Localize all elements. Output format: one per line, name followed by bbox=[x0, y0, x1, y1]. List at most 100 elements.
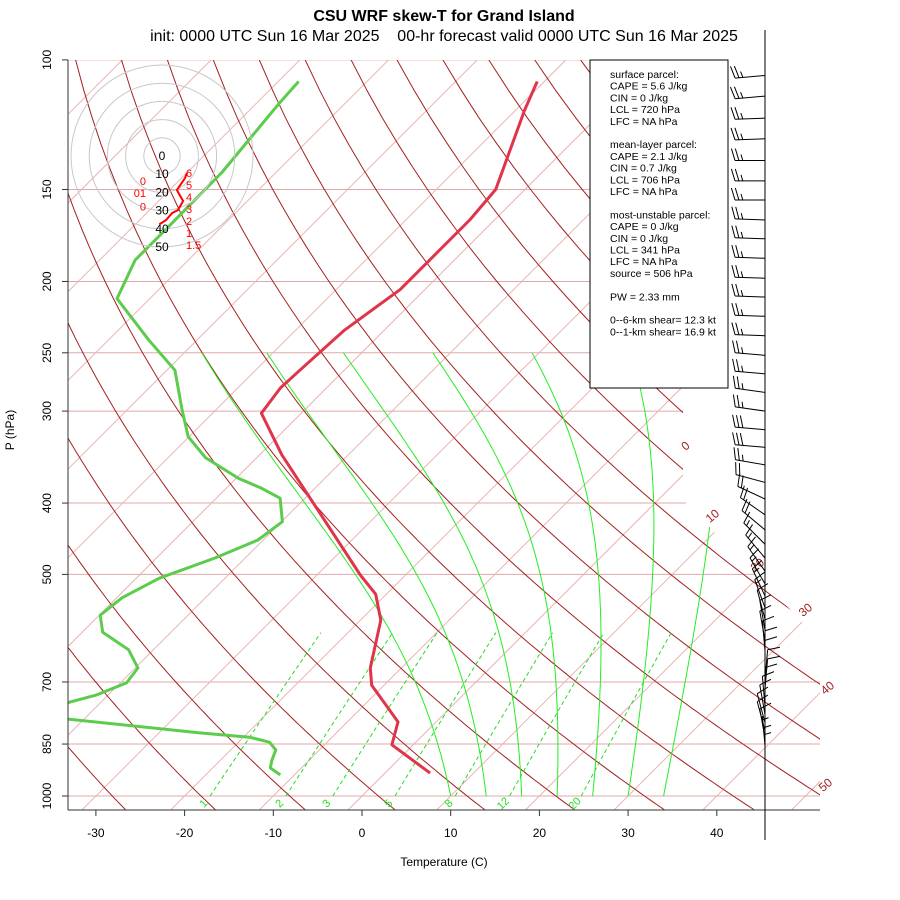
parcel-info-line: LFC = NA hPa bbox=[610, 186, 678, 198]
wind-barb-staff bbox=[735, 295, 766, 298]
dry-adiabat-line bbox=[350, 60, 820, 810]
dry-adiabat-line bbox=[166, 60, 820, 810]
hodograph-point-label: 5 bbox=[186, 180, 192, 192]
wind-barb bbox=[731, 322, 766, 337]
isotherm-line bbox=[68, 60, 655, 810]
x-axis-label: Temperature (C) bbox=[400, 855, 487, 869]
dry-adiabat-line bbox=[68, 60, 128, 810]
isotherm-line bbox=[612, 60, 820, 810]
isotherm-line bbox=[68, 60, 389, 810]
wind-barb-staff bbox=[735, 387, 766, 393]
wind-barb bbox=[730, 127, 766, 141]
dry-adiabat-line bbox=[68, 60, 218, 810]
dry-adiabat-line bbox=[68, 60, 308, 810]
wind-barb-feather bbox=[735, 359, 740, 372]
mixing-ratio-label: 8 bbox=[443, 797, 456, 810]
isotherm-label: 10 bbox=[703, 506, 722, 526]
y-tick-label: 250 bbox=[40, 342, 54, 362]
wind-barb-feather bbox=[731, 225, 736, 238]
y-tick-label: 500 bbox=[40, 564, 54, 584]
parcel-info-line: most-unstable parcel: bbox=[610, 209, 710, 221]
wind-barb bbox=[732, 340, 766, 356]
wind-barb-feather bbox=[737, 447, 740, 461]
wind-barb-feather bbox=[732, 375, 736, 389]
wind-barb-feather bbox=[739, 415, 744, 428]
wind-barb-feather bbox=[764, 663, 778, 669]
parcel-info-line: CAPE = 0 J/kg bbox=[610, 221, 679, 233]
wind-barb-feather bbox=[762, 717, 769, 721]
wind-barb-feather bbox=[730, 86, 736, 99]
wind-barb bbox=[732, 358, 766, 375]
wind-barb-feather bbox=[735, 245, 740, 258]
wind-barb-feather bbox=[743, 487, 749, 501]
wind-barb-feather bbox=[732, 394, 736, 407]
hodograph-point-label: 1.5 bbox=[186, 240, 201, 252]
wind-barb-feather bbox=[740, 271, 744, 278]
y-tick-label: 100 bbox=[40, 50, 54, 70]
y-axis-label: P (hPa) bbox=[3, 410, 17, 450]
wind-barb-feather bbox=[739, 485, 745, 498]
wind-barb bbox=[764, 723, 772, 754]
wind-barb-feather bbox=[756, 694, 769, 703]
wind-barb bbox=[754, 571, 766, 608]
wind-barb-staff bbox=[756, 589, 766, 620]
wind-barb bbox=[733, 447, 766, 466]
wind-barb bbox=[731, 225, 766, 240]
wind-barb-staff bbox=[749, 557, 766, 585]
isotherm-line bbox=[68, 60, 212, 810]
hodograph-point-label: 6 bbox=[186, 168, 192, 180]
wind-barb bbox=[730, 187, 765, 201]
x-tick-label: 30 bbox=[621, 826, 635, 840]
wind-barb-feather bbox=[740, 133, 744, 140]
y-tick-label: 700 bbox=[40, 672, 54, 692]
wind-barb bbox=[732, 375, 766, 393]
mixing-ratio-label: 3 bbox=[320, 797, 333, 810]
hodograph-point-label: 2 bbox=[186, 216, 192, 228]
wind-barb-feather bbox=[759, 702, 772, 710]
wind-barb-feather bbox=[731, 283, 736, 297]
wind-barb bbox=[732, 432, 766, 448]
wind-barb-feather bbox=[744, 501, 751, 514]
dewpoint-profile-line bbox=[68, 80, 300, 777]
wind-barb-feather bbox=[735, 322, 740, 335]
wind-barb bbox=[732, 414, 766, 431]
parcel-info-line: mean-layer parcel: bbox=[610, 139, 697, 151]
hodograph-ring-label: 20 bbox=[155, 185, 169, 199]
parcel-info-line: LFC = NA hPa bbox=[610, 116, 678, 128]
isotherm-label: 30 bbox=[796, 600, 815, 620]
wind-barb bbox=[764, 730, 772, 761]
wind-barb-staff bbox=[743, 522, 766, 545]
moist-adiabat-line bbox=[432, 352, 559, 797]
wind-barb-staff bbox=[735, 444, 766, 448]
wind-barb-feather bbox=[730, 107, 736, 120]
wind-barb-feather bbox=[753, 567, 759, 573]
wind-barb-feather bbox=[733, 447, 736, 460]
parcel-info-line: 0--1-km shear= 16.9 kt bbox=[610, 326, 716, 338]
wind-barb-staff bbox=[735, 117, 766, 120]
isotherm-line bbox=[789, 60, 820, 810]
wind-barb-feather bbox=[762, 671, 775, 677]
temperature-profile-line bbox=[259, 80, 539, 775]
isotherm-label: 0 bbox=[678, 438, 692, 453]
wind-barb bbox=[761, 671, 775, 707]
wind-barb-staff bbox=[745, 534, 766, 559]
moist-adiabat-line bbox=[627, 352, 655, 797]
hodograph-ring bbox=[106, 100, 218, 212]
wind-barb-feather bbox=[743, 511, 751, 524]
mixing-ratio-line bbox=[580, 632, 672, 797]
wind-barb-feather bbox=[740, 328, 744, 336]
wind-barb-feather bbox=[764, 732, 772, 735]
dry-adiabat-line bbox=[68, 60, 398, 810]
wind-barb-staff bbox=[741, 510, 766, 531]
hodograph-ring bbox=[88, 82, 236, 230]
hodograph-ring-label: 40 bbox=[155, 222, 169, 236]
wind-barb bbox=[730, 168, 765, 182]
wind-barb-feather bbox=[740, 231, 744, 239]
wind-barb bbox=[731, 264, 766, 279]
wind-barb-staff bbox=[737, 485, 766, 500]
wind-barb-feather bbox=[731, 244, 736, 258]
wind-barb-feather bbox=[749, 548, 759, 559]
hodograph-ring-label: 50 bbox=[155, 240, 169, 254]
wind-barb-feather bbox=[733, 86, 740, 99]
